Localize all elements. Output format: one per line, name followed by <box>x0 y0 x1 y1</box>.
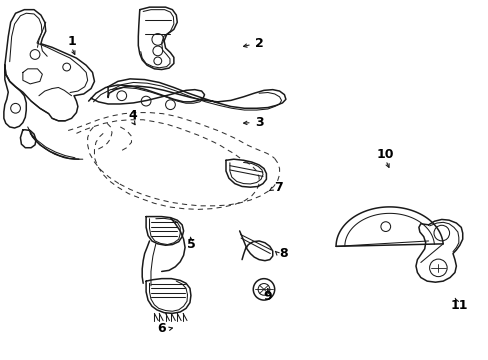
Text: 6: 6 <box>157 322 165 335</box>
Text: 5: 5 <box>186 238 195 251</box>
Text: 11: 11 <box>449 299 467 312</box>
Text: 8: 8 <box>279 247 287 260</box>
Text: 4: 4 <box>128 109 137 122</box>
Text: 2: 2 <box>254 37 263 50</box>
Text: 10: 10 <box>376 148 394 161</box>
Text: 9: 9 <box>263 290 272 303</box>
Text: 3: 3 <box>254 116 263 129</box>
Text: 1: 1 <box>67 35 76 49</box>
Text: 7: 7 <box>274 181 283 194</box>
